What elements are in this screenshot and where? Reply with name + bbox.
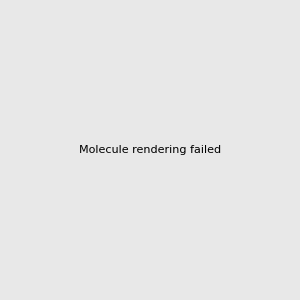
Text: Molecule rendering failed: Molecule rendering failed	[79, 145, 221, 155]
